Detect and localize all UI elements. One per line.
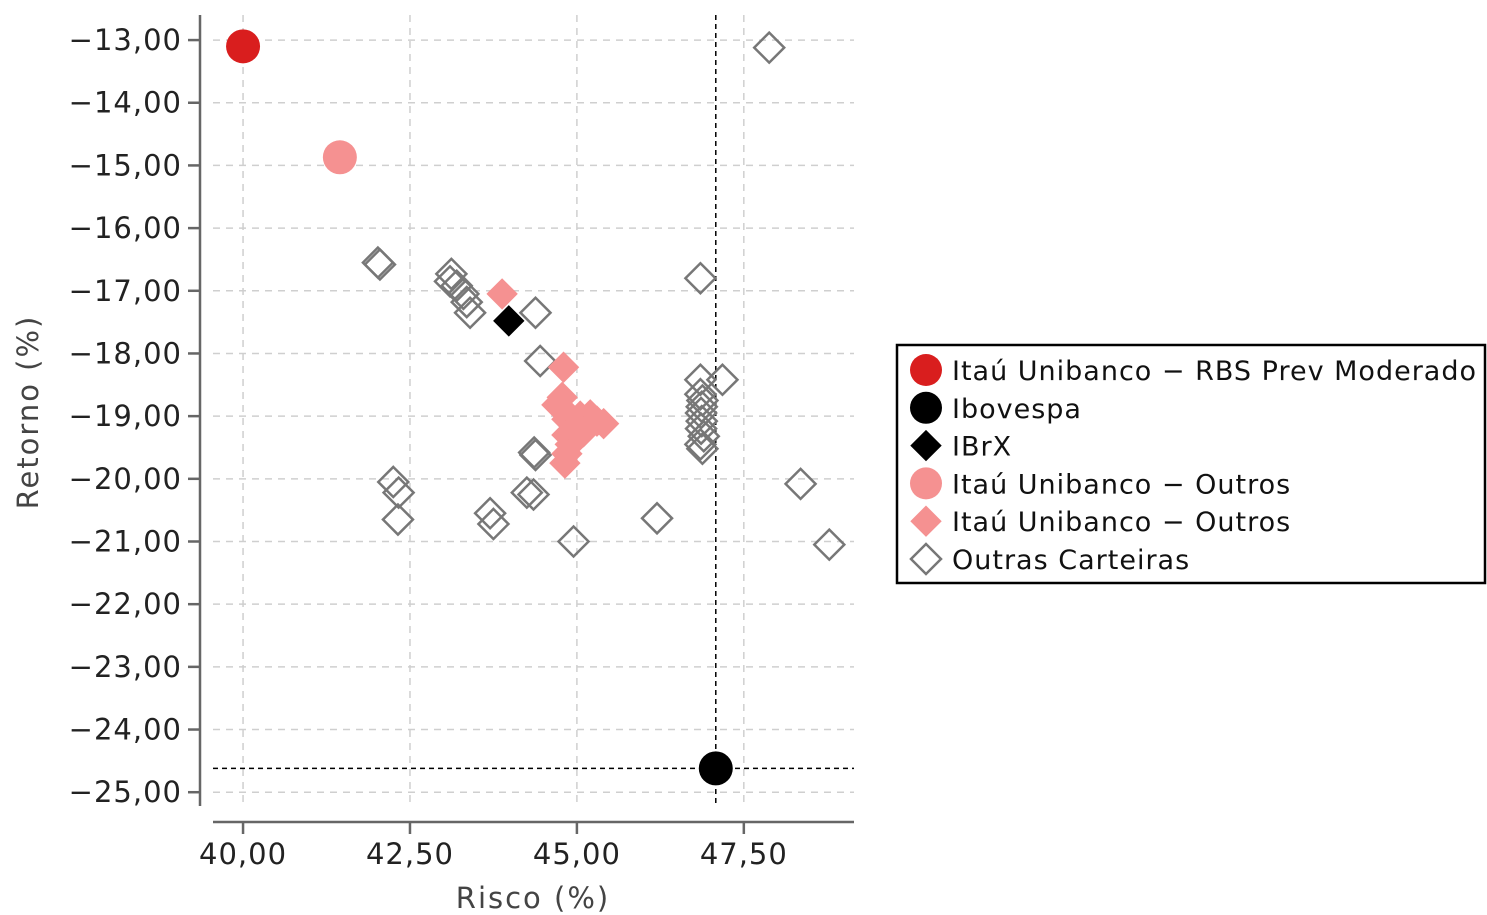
legend-label: Ibovespa — [952, 394, 1082, 425]
y-tick-label: −23,00 — [69, 650, 182, 684]
y-tick-label: −15,00 — [69, 148, 182, 182]
data-point — [473, 496, 507, 531]
y-tick-label: −13,00 — [69, 23, 182, 57]
data-point — [783, 467, 818, 501]
data-point — [523, 344, 557, 378]
y-tick-label: −21,00 — [69, 524, 182, 558]
y-tick-label: −24,00 — [69, 713, 182, 747]
data-point — [376, 465, 411, 499]
data-point — [547, 351, 580, 383]
data-point — [453, 295, 487, 330]
y-tick-label: −18,00 — [69, 336, 182, 370]
y-tick-label: −25,00 — [69, 775, 182, 809]
legend-label: Outras Carteiras — [952, 545, 1190, 576]
legend-box — [895, 343, 1487, 585]
data-point — [381, 475, 416, 510]
data-point — [686, 419, 721, 453]
data-point — [363, 247, 397, 282]
x-tick-label: 45,00 — [533, 837, 621, 871]
data-point — [381, 502, 415, 537]
data-point — [518, 438, 553, 472]
legend-label: Itaú Unibanco − RBS Prev Moderado — [952, 356, 1477, 387]
data-point — [685, 431, 720, 466]
y-tick-label: −19,00 — [69, 399, 182, 433]
y-tick-label: −16,00 — [69, 211, 182, 245]
data-point — [486, 278, 518, 310]
grid-lines — [213, 15, 854, 806]
data-point — [541, 389, 573, 421]
data-point — [476, 507, 511, 541]
legend-marker — [909, 542, 943, 576]
legend: Itaú Unibanco − RBS Prev Moderado Ibovesp… — [895, 343, 1487, 585]
legend-label: Itaú Unibanco − Outros — [952, 469, 1291, 500]
data-point — [640, 501, 674, 536]
data-point — [698, 751, 733, 786]
legend-label: Itaú Unibanco − Outros — [952, 507, 1291, 538]
y-tick-label: −17,00 — [69, 274, 182, 308]
data-point — [226, 29, 261, 64]
data-point — [812, 527, 847, 562]
x-axis-title: Risco (%) — [456, 881, 610, 915]
legend-marker — [910, 467, 942, 500]
x-tick-label: 42,50 — [366, 837, 454, 871]
data-point — [705, 363, 740, 397]
x-tick-label: 40,00 — [199, 837, 287, 871]
data-point — [518, 295, 553, 330]
data-point — [752, 30, 786, 65]
y-axis-title: Retorno (%) — [11, 315, 45, 510]
data-point — [322, 140, 357, 175]
data-point — [434, 257, 469, 291]
legend-marker — [910, 505, 942, 537]
x-tick-label: 47,50 — [700, 837, 788, 871]
data-point — [516, 477, 551, 512]
data-point — [684, 396, 718, 430]
legend-marker — [910, 354, 942, 386]
x-axis-ticks: 40,00 42,50 45,00 47,50 — [199, 822, 788, 871]
reference-lines — [213, 15, 854, 806]
data-point — [683, 427, 718, 462]
data-point — [493, 305, 525, 337]
data-point — [683, 261, 718, 296]
data-point — [510, 475, 544, 510]
data-point — [549, 447, 581, 479]
data-points — [226, 29, 847, 786]
y-tick-label: −22,00 — [69, 587, 182, 621]
axes — [198, 15, 854, 824]
data-point — [446, 277, 481, 311]
y-axis-ticks: −13,00 −14,00 −15,00 −16,00 −17,00 −18,00 −19,… — [69, 23, 200, 809]
y-tick-label: −20,00 — [69, 462, 182, 496]
y-tick-label: −14,00 — [69, 86, 182, 120]
legend-label: IBrX — [952, 432, 1012, 463]
data-point — [567, 416, 600, 448]
data-point — [684, 411, 718, 446]
data-point — [556, 524, 591, 559]
data-point — [449, 285, 484, 319]
legend-marker — [910, 391, 942, 424]
legend-marker — [910, 429, 942, 462]
